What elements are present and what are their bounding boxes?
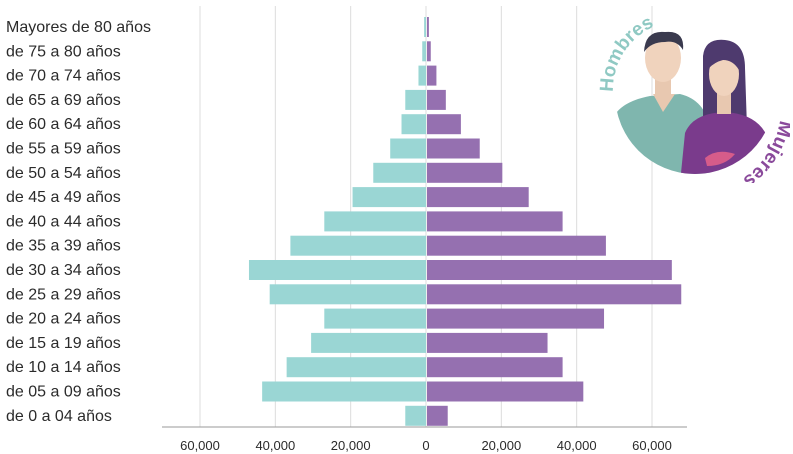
bar-mujeres <box>427 235 606 256</box>
bar-mujeres <box>427 284 682 305</box>
bar-hombres <box>269 284 426 305</box>
category-labels: Mayores de 80 años de 75 a 80 años de 70 a… <box>6 19 151 425</box>
bar-hombres <box>324 308 426 329</box>
bar-mujeres <box>427 260 672 280</box>
category-label: de 15 a 19 años <box>6 335 121 352</box>
bar-mujeres <box>427 65 437 86</box>
gender-badge: Hombres Mujeres <box>585 8 793 192</box>
category-label: de 20 a 24 años <box>6 311 121 328</box>
x-tick-label: 0 <box>422 438 429 453</box>
x-tick-label: 20,000 <box>481 438 521 453</box>
bar-hombres <box>352 187 426 208</box>
category-label: de 35 a 39 años <box>6 238 121 255</box>
x-tick-label: 60,000 <box>632 438 672 453</box>
bar-hombres <box>324 211 426 232</box>
x-tick-label: 60,000 <box>180 438 220 453</box>
bar-hombres <box>422 41 426 62</box>
category-label: de 60 a 64 años <box>6 116 121 133</box>
category-label: de 65 a 69 años <box>6 92 121 109</box>
x-tick-labels: 60,000 40,000 20,000 0 20,000 40,000 60,000 <box>180 438 672 453</box>
bar-hombres <box>405 405 426 426</box>
bar-mujeres <box>427 162 503 183</box>
bars-group <box>248 17 682 426</box>
category-label: de 70 a 74 años <box>6 68 121 85</box>
bar-hombres <box>424 17 426 37</box>
x-tick-label: 20,000 <box>331 438 371 453</box>
bar-hombres <box>286 357 426 378</box>
category-label: de 0 a 04 años <box>6 408 112 425</box>
bar-mujeres <box>427 41 431 62</box>
bar-mujeres <box>427 211 563 232</box>
category-label: de 45 a 49 años <box>6 189 121 206</box>
bar-mujeres <box>427 17 429 37</box>
bar-mujeres <box>427 308 605 329</box>
category-label: de 25 a 29 años <box>6 286 121 303</box>
bar-hombres <box>405 89 426 110</box>
category-label: de 10 a 14 años <box>6 359 121 376</box>
bar-mujeres <box>427 381 584 402</box>
bar-hombres <box>373 162 426 183</box>
category-label: de 05 a 09 años <box>6 384 121 401</box>
bar-mujeres <box>427 89 446 110</box>
bar-hombres <box>290 235 426 256</box>
bar-hombres <box>262 381 426 402</box>
category-label: de 40 a 44 años <box>6 213 121 230</box>
category-label: Mayores de 80 años <box>6 19 151 36</box>
x-tick-label: 40,000 <box>557 438 597 453</box>
category-label: de 75 a 80 años <box>6 43 121 60</box>
category-label: de 50 a 54 años <box>6 165 121 182</box>
category-label: de 55 a 59 años <box>6 141 121 158</box>
bar-hombres <box>390 138 426 159</box>
category-label: de 30 a 34 años <box>6 262 121 279</box>
bar-mujeres <box>427 332 548 353</box>
bar-mujeres <box>427 357 563 378</box>
bar-hombres <box>401 114 426 135</box>
bar-mujeres <box>427 138 480 159</box>
bar-mujeres <box>427 187 529 208</box>
woman-figure-icon <box>680 39 775 174</box>
bar-hombres <box>311 332 426 353</box>
bar-mujeres <box>427 405 448 426</box>
x-tick-label: 40,000 <box>255 438 295 453</box>
bar-mujeres <box>427 114 461 135</box>
bar-hombres <box>418 65 426 86</box>
bar-hombres <box>248 260 426 280</box>
